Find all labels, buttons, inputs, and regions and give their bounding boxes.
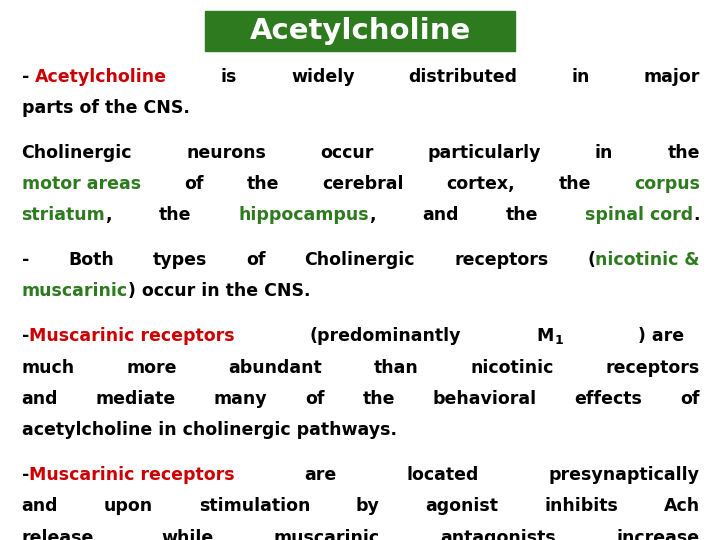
Text: upon: upon	[104, 497, 153, 515]
Text: -: -	[22, 466, 29, 484]
Text: Muscarinic receptors: Muscarinic receptors	[29, 327, 235, 345]
Text: of: of	[680, 390, 700, 408]
Text: located: located	[407, 466, 479, 484]
Text: hippocampus: hippocampus	[238, 206, 369, 224]
Text: -: -	[22, 251, 29, 269]
Text: and: and	[22, 497, 58, 515]
Text: distributed: distributed	[408, 68, 518, 85]
Text: ,: ,	[105, 206, 112, 224]
Text: the: the	[558, 175, 590, 193]
Text: receptors: receptors	[606, 359, 700, 376]
Text: stimulation: stimulation	[199, 497, 310, 515]
Text: release,: release,	[22, 529, 101, 540]
Text: in: in	[595, 144, 613, 161]
Text: the: the	[505, 206, 539, 224]
Text: nicotinic: nicotinic	[470, 359, 554, 376]
Text: (: (	[588, 251, 595, 269]
Text: occur: occur	[320, 144, 374, 161]
Text: effects: effects	[575, 390, 642, 408]
Text: the: the	[667, 144, 700, 161]
Text: Cholinergic: Cholinergic	[305, 251, 415, 269]
Text: presynaptically: presynaptically	[549, 466, 700, 484]
Text: Muscarinic receptors: Muscarinic receptors	[29, 466, 235, 484]
Text: the: the	[159, 206, 192, 224]
Text: while: while	[161, 529, 213, 540]
Text: nicotinic &: nicotinic &	[595, 251, 700, 269]
Text: abundant: abundant	[229, 359, 323, 376]
Text: .: .	[693, 206, 700, 224]
Text: agonist: agonist	[426, 497, 498, 515]
Text: than: than	[374, 359, 419, 376]
Text: Ach: Ach	[664, 497, 700, 515]
Text: more: more	[127, 359, 177, 376]
Text: inhibits: inhibits	[544, 497, 618, 515]
Text: major: major	[644, 68, 700, 85]
Text: corpus: corpus	[634, 175, 700, 193]
Text: of: of	[184, 175, 203, 193]
Text: Both: Both	[68, 251, 114, 269]
Text: cortex,: cortex,	[446, 175, 516, 193]
Text: the: the	[246, 175, 279, 193]
Text: Cholinergic: Cholinergic	[22, 144, 132, 161]
Text: Acetylcholine: Acetylcholine	[249, 17, 471, 45]
Text: parts of the CNS.: parts of the CNS.	[22, 99, 189, 117]
Text: and: and	[22, 390, 58, 408]
Text: particularly: particularly	[428, 144, 541, 161]
Text: receptors: receptors	[454, 251, 549, 269]
Text: -: -	[22, 68, 35, 85]
Text: M: M	[537, 327, 554, 345]
Text: the: the	[363, 390, 395, 408]
FancyBboxPatch shape	[205, 11, 515, 51]
Text: ) occur in the CNS.: ) occur in the CNS.	[127, 282, 310, 300]
Text: much: much	[22, 359, 75, 376]
Text: ,: ,	[369, 206, 375, 224]
Text: striatum: striatum	[22, 206, 105, 224]
Text: types: types	[153, 251, 207, 269]
Text: are: are	[305, 466, 337, 484]
Text: widely: widely	[291, 68, 355, 85]
Text: motor areas: motor areas	[22, 175, 140, 193]
Text: neurons: neurons	[186, 144, 266, 161]
Text: is: is	[221, 68, 237, 85]
Text: -: -	[22, 327, 29, 345]
Text: cerebral: cerebral	[322, 175, 403, 193]
Text: of: of	[305, 390, 325, 408]
Text: muscarinic: muscarinic	[22, 282, 127, 300]
Text: (predominantly: (predominantly	[310, 327, 462, 345]
Text: many: many	[214, 390, 268, 408]
Text: ) are: ) are	[639, 327, 685, 345]
Text: and: and	[423, 206, 459, 224]
Text: increase: increase	[617, 529, 700, 540]
Text: by: by	[356, 497, 379, 515]
Text: mediate: mediate	[96, 390, 176, 408]
Text: behavioral: behavioral	[433, 390, 537, 408]
Text: Acetylcholine: Acetylcholine	[35, 68, 167, 85]
Text: acetylcholine in cholinergic pathways.: acetylcholine in cholinergic pathways.	[22, 421, 397, 439]
Text: antagonists: antagonists	[441, 529, 556, 540]
Text: spinal cord: spinal cord	[585, 206, 693, 224]
Text: in: in	[571, 68, 590, 85]
Text: 1: 1	[554, 334, 563, 347]
Text: of: of	[246, 251, 266, 269]
Text: muscarinic: muscarinic	[274, 529, 380, 540]
